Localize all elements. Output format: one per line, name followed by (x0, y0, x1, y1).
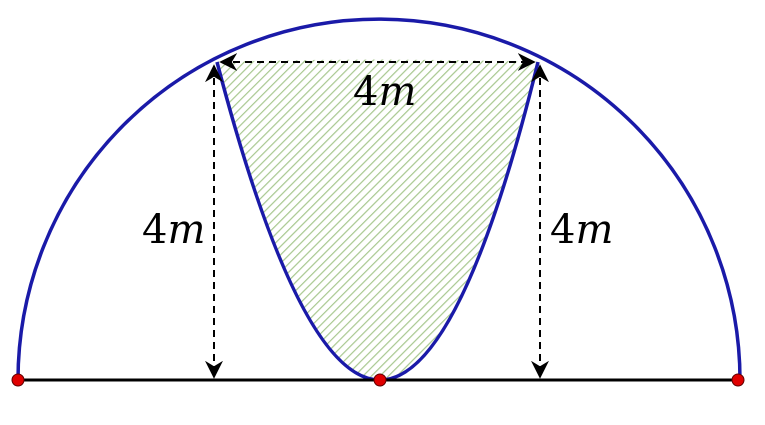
shaded-region (217, 59, 538, 380)
left-endpoint (11, 373, 25, 387)
semicircle-arc (16, 17, 742, 381)
center-point (373, 373, 387, 387)
right-endpoint (731, 373, 745, 387)
width-label: 4m (353, 69, 416, 115)
right-height-label: 4m (550, 207, 613, 253)
left-height-label: 4m (142, 207, 205, 253)
